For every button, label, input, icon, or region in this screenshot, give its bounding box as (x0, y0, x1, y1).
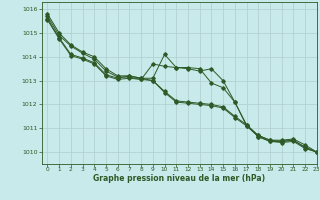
X-axis label: Graphe pression niveau de la mer (hPa): Graphe pression niveau de la mer (hPa) (93, 174, 265, 183)
